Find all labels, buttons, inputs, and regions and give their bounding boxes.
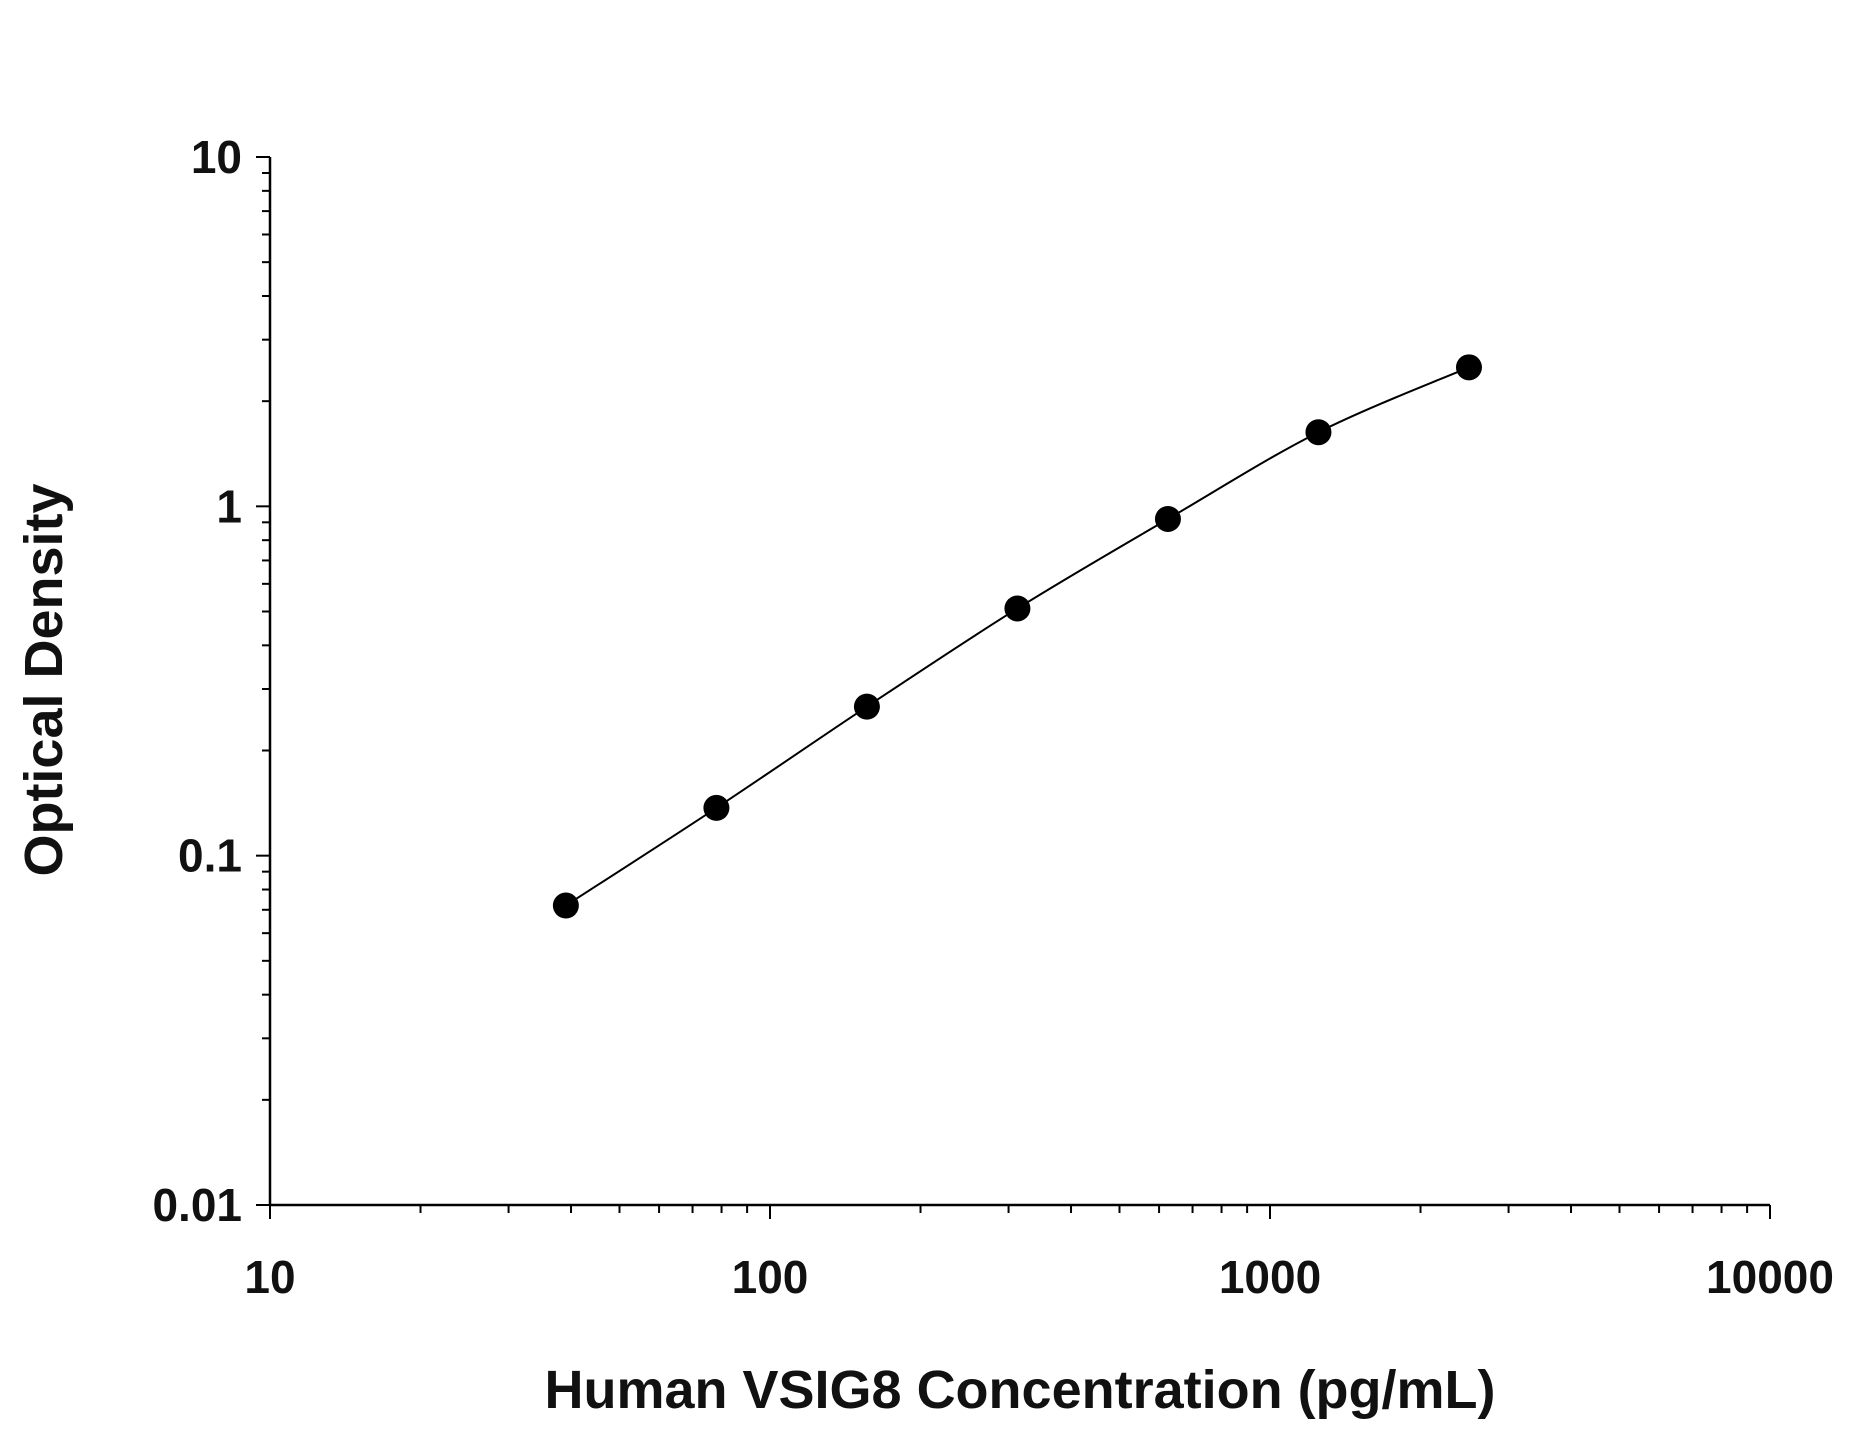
- x-axis-title: Human VSIG8 Concentration (pg/mL): [544, 1360, 1495, 1420]
- data-point: [552, 892, 579, 919]
- x-tick-label: 10000: [1706, 1251, 1834, 1303]
- y-tick-label: 10: [191, 131, 242, 183]
- y-axis-title: Optical Density: [14, 483, 74, 876]
- y-tick-label: 1: [216, 480, 242, 532]
- data-point: [1305, 419, 1332, 446]
- data-point: [1154, 505, 1181, 532]
- x-tick-label: 100: [732, 1251, 809, 1303]
- data-point: [1455, 354, 1482, 381]
- data-point: [1004, 595, 1031, 622]
- data-marks: [552, 354, 1482, 919]
- x-tick-label: 10: [244, 1251, 295, 1303]
- tick-labels: 10 100 1000 10000 0.01 0.1 1 10: [152, 131, 1833, 1303]
- data-point: [853, 693, 880, 720]
- data-point: [703, 794, 730, 821]
- x-tick-label: 1000: [1219, 1251, 1321, 1303]
- axes: [256, 156, 1771, 1219]
- fit-curve: [565, 366, 1470, 907]
- y-tick-label: 0.01: [152, 1179, 242, 1231]
- y-tick-label: 0.1: [178, 830, 242, 882]
